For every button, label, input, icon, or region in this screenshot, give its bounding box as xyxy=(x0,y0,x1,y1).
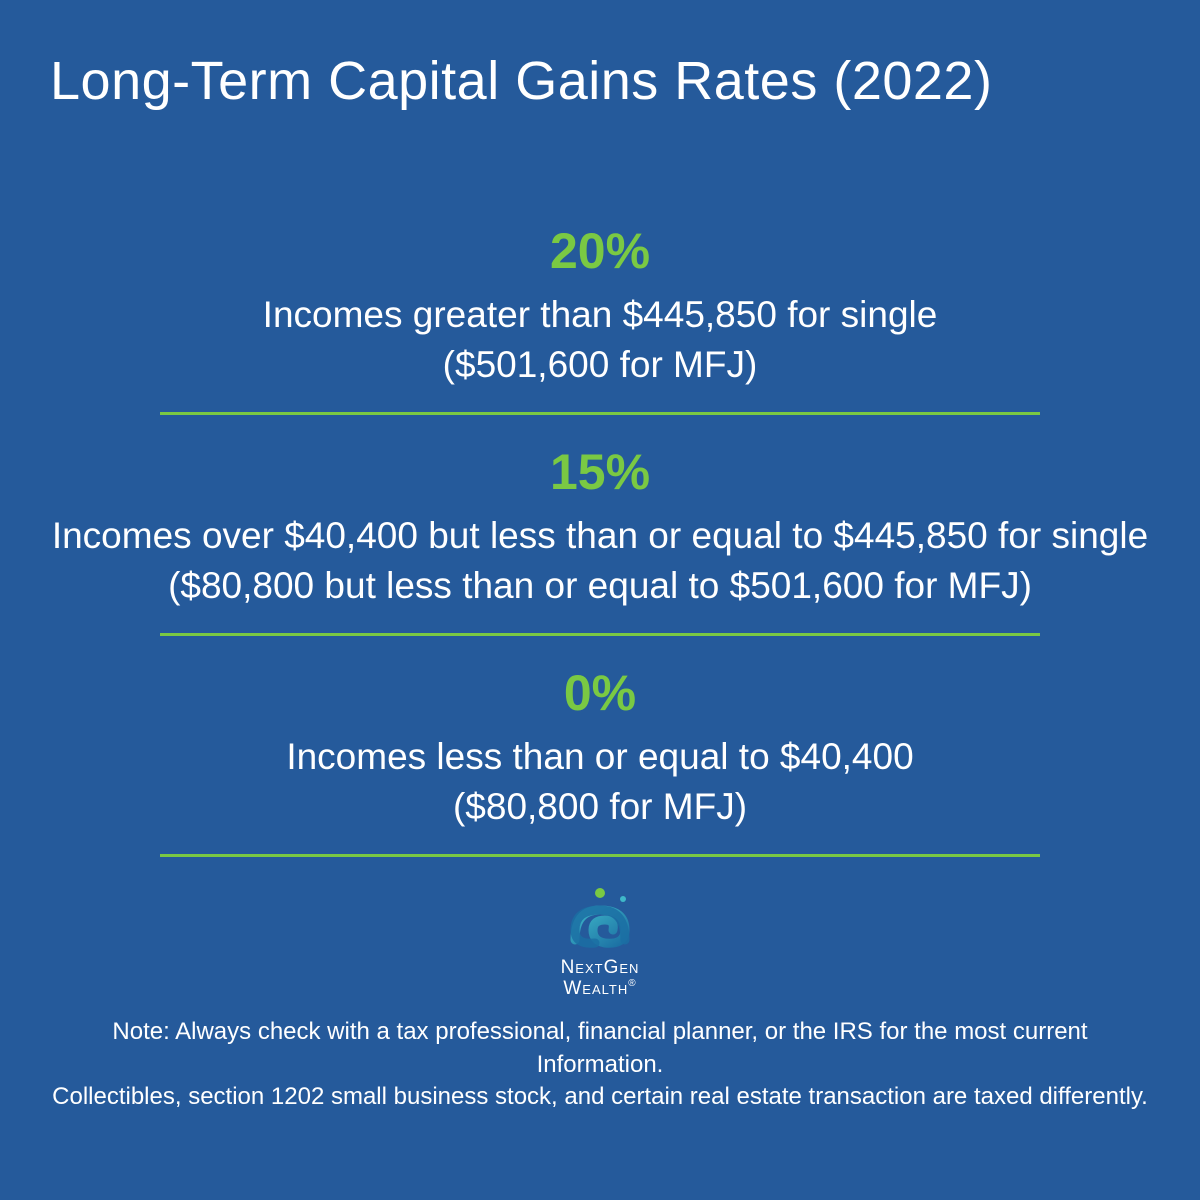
footnote: Note: Always check with a tax profession… xyxy=(50,1016,1150,1113)
bracket-15: 15% Incomes over $40,400 but less than o… xyxy=(50,443,1150,633)
rate-description: Incomes less than or equal to $40,400 ($… xyxy=(50,732,1150,832)
logo-line1: NextGen xyxy=(561,957,640,978)
logo: NextGen Wealth® xyxy=(50,885,1150,1001)
footnote-line: Note: Always check with a tax profession… xyxy=(112,1018,1087,1077)
rate-description: Incomes greater than $445,850 for single… xyxy=(50,290,1150,390)
rate-value: 0% xyxy=(50,664,1150,722)
bracket-20: 20% Incomes greater than $445,850 for si… xyxy=(50,222,1150,412)
rate-description: Incomes over $40,400 but less than or eq… xyxy=(50,511,1150,611)
divider xyxy=(160,633,1040,636)
page-title: Long-Term Capital Gains Rates (2022) xyxy=(50,50,1150,112)
nextgen-logo-icon xyxy=(555,885,645,955)
rate-value: 20% xyxy=(50,222,1150,280)
divider xyxy=(160,412,1040,415)
desc-line: ($80,800 but less than or equal to $501,… xyxy=(168,565,1032,606)
desc-line: ($501,600 for MFJ) xyxy=(443,344,758,385)
divider xyxy=(160,854,1040,857)
desc-line: ($80,800 for MFJ) xyxy=(453,786,747,827)
registered-mark: ® xyxy=(628,978,636,989)
desc-line: Incomes greater than $445,850 for single xyxy=(263,294,938,335)
logo-text: NextGen Wealth® xyxy=(561,957,640,1001)
footnote-line: Collectibles, section 1202 small busines… xyxy=(52,1083,1148,1110)
logo-line2: Wealth xyxy=(563,978,628,999)
bracket-0: 0% Incomes less than or equal to $40,400… xyxy=(50,664,1150,854)
desc-line: Incomes over $40,400 but less than or eq… xyxy=(52,515,1148,556)
rate-value: 15% xyxy=(50,443,1150,501)
rate-brackets: 20% Incomes greater than $445,850 for si… xyxy=(50,222,1150,885)
desc-line: Incomes less than or equal to $40,400 xyxy=(286,736,913,777)
